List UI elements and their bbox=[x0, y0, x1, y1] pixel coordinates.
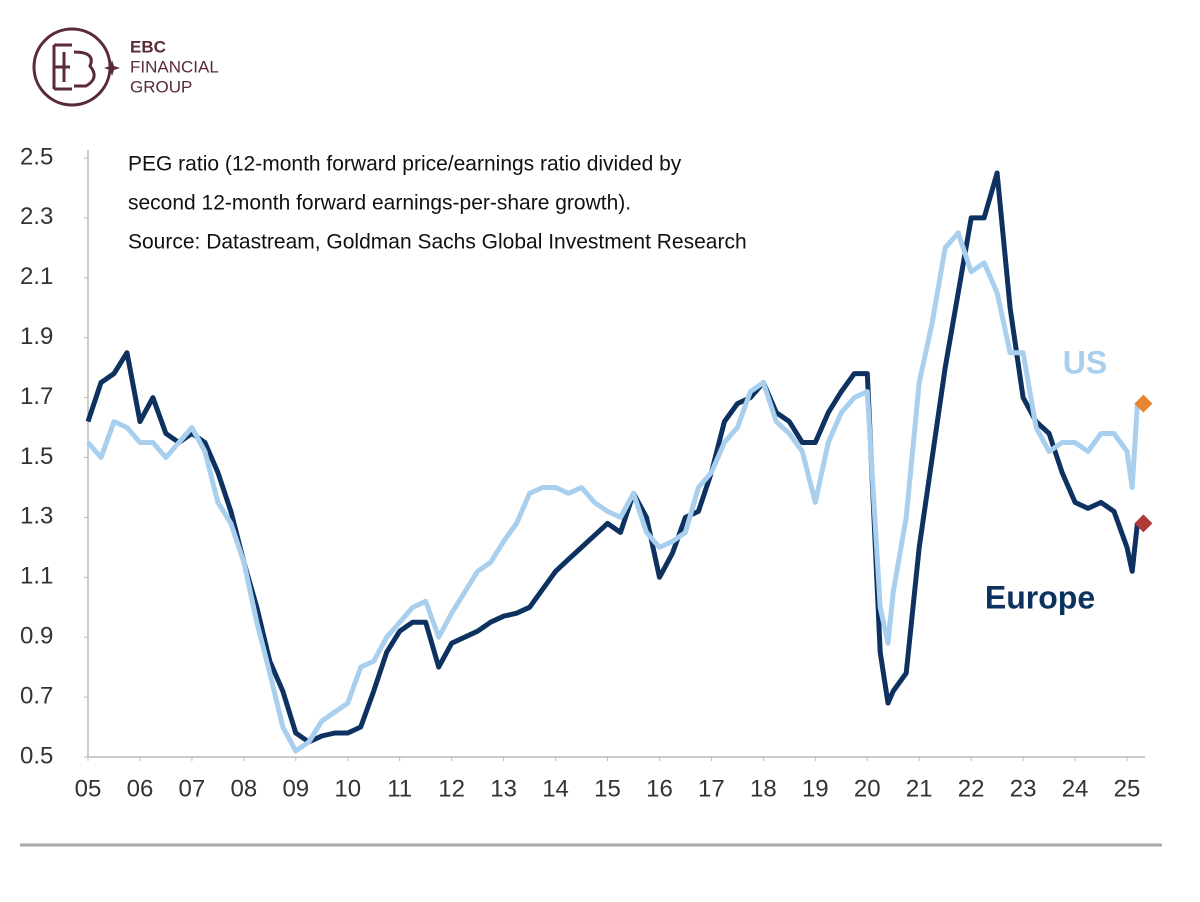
x-tick-label: 18 bbox=[750, 775, 777, 802]
x-tick-label: 19 bbox=[802, 775, 829, 802]
end-marker bbox=[1134, 514, 1153, 533]
x-tick-label: 07 bbox=[179, 775, 206, 802]
x-tick-label: 14 bbox=[542, 775, 569, 802]
logo-glyph bbox=[52, 43, 96, 91]
end-marker bbox=[1134, 394, 1153, 413]
x-tick-label: 11 bbox=[387, 775, 412, 802]
x-tick-label: 21 bbox=[906, 775, 933, 802]
x-tick-label: 25 bbox=[1114, 775, 1141, 802]
x-tick-label: 24 bbox=[1062, 775, 1089, 802]
x-tick-label: 13 bbox=[490, 775, 517, 802]
y-tick-label: 0.7 bbox=[20, 682, 53, 709]
series-label: Europe bbox=[985, 579, 1095, 615]
annotation: second 12-month forward earnings-per-sha… bbox=[128, 192, 631, 215]
logo-ring bbox=[32, 27, 112, 107]
x-tick-label: 16 bbox=[646, 775, 673, 802]
series-line bbox=[86, 230, 1140, 754]
x-tick-label: 15 bbox=[594, 775, 621, 802]
logo: EBC FINANCIAL GROUP bbox=[32, 27, 219, 107]
x-tick-label: 05 bbox=[75, 775, 102, 802]
x-tick-label: 10 bbox=[334, 775, 361, 802]
y-tick-label: 1.1 bbox=[20, 563, 53, 590]
y-tick-label: 2.1 bbox=[20, 263, 53, 290]
y-tick-label: 2.3 bbox=[20, 203, 53, 230]
y-tick-label: 1.9 bbox=[20, 323, 53, 350]
logo-star bbox=[104, 60, 120, 76]
y-tick-label: 1.3 bbox=[20, 503, 53, 530]
y-tick-label: 2.5 bbox=[20, 143, 53, 170]
x-tick-label: 12 bbox=[438, 775, 465, 802]
y-tick-label: 1.5 bbox=[20, 443, 53, 470]
x-tick-label: 06 bbox=[127, 775, 154, 802]
x-tick-label: 22 bbox=[958, 775, 985, 802]
annotation: Source: Datastream, Goldman Sachs Global… bbox=[128, 231, 747, 254]
y-tick-label: 0.5 bbox=[20, 742, 53, 769]
logo-text: FINANCIAL bbox=[130, 57, 219, 76]
y-tick-label: 1.7 bbox=[20, 383, 53, 410]
x-tick-label: 08 bbox=[231, 775, 258, 802]
logo-text: GROUP bbox=[130, 77, 192, 96]
x-tick-label: 09 bbox=[282, 775, 309, 802]
series-label: US bbox=[1063, 344, 1107, 380]
annotation: PEG ratio (12-month forward price/earnin… bbox=[128, 153, 682, 176]
x-tick-label: 20 bbox=[854, 775, 881, 802]
logo-text: EBC bbox=[130, 37, 166, 56]
x-tick-label: 17 bbox=[698, 775, 725, 802]
series-line bbox=[85, 170, 1140, 745]
x-tick-label: 23 bbox=[1010, 775, 1037, 802]
y-tick-label: 0.9 bbox=[20, 623, 53, 650]
